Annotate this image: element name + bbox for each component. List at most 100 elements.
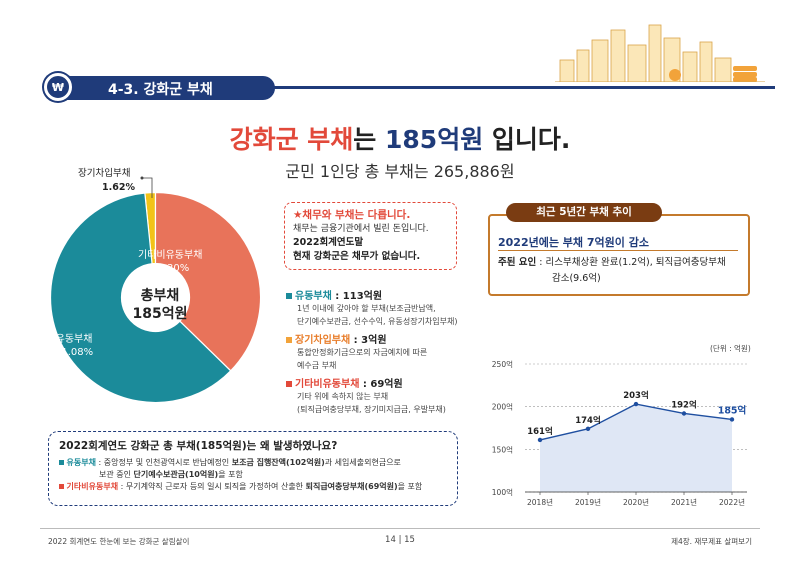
data-point: [633, 401, 639, 407]
area-fill: [540, 404, 732, 492]
won-coin-icon: ₩: [44, 73, 72, 101]
headline-ending: 입니다.: [483, 125, 571, 154]
debt-note-box: ★채무와 부채는 다릅니다. 채무는 금융기관에서 빌린 돈입니다. 2022회…: [284, 202, 457, 270]
debt-pie-chart: [49, 191, 262, 404]
why-debt-text: : 중앙정부 및 인천광역시로 반납예정인: [96, 458, 232, 467]
x-tick-label: 2020년: [623, 497, 649, 507]
legend-swatch: [286, 337, 292, 343]
pie-leader-line: [140, 176, 153, 198]
why-debt-key: 유동부채: [66, 458, 96, 467]
why-debt-emph: 단기예수보관금(10억원): [133, 470, 219, 479]
pie-label-current: 유동부채 61.08%: [55, 333, 93, 359]
legend-desc: 기타 위에 속하지 않는 부채: [297, 392, 389, 401]
why-debt-text: 을 포함: [218, 470, 243, 479]
legend-name: 기타비유동부채: [295, 379, 360, 390]
pie-label-other-noncurrent: 기타비유동부채 37.30%: [138, 249, 202, 275]
data-label: 203억: [623, 390, 649, 401]
footer-left: 2022 회계연도 한눈에 보는 강화군 살림살이: [48, 537, 190, 546]
headline-particle: 는: [353, 125, 386, 154]
pie-label-long-term: 장기차입부채 1.62%: [78, 167, 135, 195]
legend-swatch: [286, 381, 292, 387]
y-tick-label: 100억: [492, 488, 513, 497]
pie-label-name: 장기차입부채: [78, 168, 131, 179]
legend-name: 유동부채: [295, 291, 332, 302]
headline-amount: 185억원: [385, 125, 484, 154]
why-debt-text: 과 세입세출외현금으로: [324, 458, 401, 467]
trend-title-pill: 최근 5년간 부채 추이: [506, 203, 662, 222]
legend-swatch: [286, 293, 292, 299]
pie-label-pct: 37.30%: [151, 263, 190, 274]
y-tick-label: 150억: [492, 445, 513, 454]
why-debt-row-current-cont: 보관 중인 단기예수보관금(10억원)을 포함: [59, 469, 447, 481]
pie-center-title: 총부채: [140, 288, 180, 304]
trend-headline: 2022년에는 부채 7억원이 감소: [498, 236, 649, 249]
why-debt-question: 2022회계연도 강화군 총 부채(185억원)는 왜 발생하였나요?: [59, 440, 338, 452]
legend-desc: 단기예수보관금, 선수수익, 유동성장기차입부채): [297, 317, 458, 326]
footer-right: 제4장. 재무제표 살펴보기: [671, 537, 752, 546]
section-title: 4-3. 강화군 부채: [108, 82, 213, 98]
why-debt-emph: 보조금 집행잔액(102억원): [231, 458, 325, 467]
debt-note-line: 현재 강화군은 채무가 없습니다.: [293, 251, 421, 262]
page-headline: 강화군 부채는 185억원 입니다.: [0, 120, 800, 156]
data-point: [585, 426, 591, 432]
section-title-bar: [60, 76, 275, 100]
trend-reason-text: : 리스부채상환 완료(1.2억), 퇴직급여충당부채: [536, 257, 726, 268]
why-debt-box: 2022회계연도 강화군 총 부채(185억원)는 왜 발생하였나요? 유동부채…: [48, 431, 458, 506]
x-tick-label: 2019년: [575, 497, 601, 507]
page-numbers: 14 | 15: [385, 535, 415, 545]
why-debt-row-other: 기타비유동부채 : 무기계약직 근로자 등의 일시 퇴직을 가정하여 산출한 퇴…: [59, 481, 447, 493]
pie-label-pct: 1.62%: [102, 182, 135, 193]
why-debt-text: 보관 중인: [99, 470, 134, 479]
data-point: [537, 437, 543, 443]
pie-center-hole: [121, 263, 190, 332]
section-rule: [270, 86, 775, 89]
pie-label-name: 유동부채: [55, 334, 93, 345]
chart-unit-label: (단위 : 억원): [710, 344, 751, 353]
pie-label-pct: 61.08%: [55, 347, 94, 358]
why-debt-row-current: 유동부채 : 중앙정부 및 인천광역시로 반납예정인 보조금 집행잔액(102억…: [59, 457, 447, 469]
bullet-icon: [59, 484, 64, 489]
legend-long-term: 장기차입부채 : 3억원 통합안정화기금으로의 자금예치에 따른 예수금 부채: [286, 331, 427, 372]
footer-rule: [40, 528, 760, 529]
why-debt-emph: 퇴직급여충당부채(69억원): [305, 482, 398, 491]
legend-amount: : 3억원: [350, 335, 387, 346]
pie-label-name: 기타비유동부채: [138, 250, 203, 261]
legend-current: 유동부채 : 113억원 1년 이내에 갚아야 할 부채(보조금반납액, 단기예…: [286, 287, 458, 328]
debt-note-title: ★채무와 부채는 다릅니다.: [293, 209, 411, 221]
city-skyline-icon: [555, 24, 765, 82]
debt-trend-line-chart: 100억 150억 200억 250억 161억 2018년 174억 2019년 203억 20…: [492, 360, 747, 507]
data-label: 174억: [575, 415, 601, 426]
data-label: 192억: [671, 399, 697, 410]
data-label: 161억: [527, 426, 553, 437]
x-tick-label: 2018년: [527, 497, 553, 507]
legend-name: 장기차입부채: [295, 335, 351, 346]
headline-subject: 강화군 부채: [229, 125, 354, 154]
pie-center-value: 185억원: [132, 306, 188, 322]
trend-reason: 주된 요인 : 리스부채상환 완료(1.2억), 퇴직급여충당부채: [498, 254, 726, 268]
legend-desc: 1년 이내에 갚아야 할 부채(보조금반납액,: [297, 304, 436, 313]
x-tick-label: 2021년: [671, 497, 697, 507]
data-point: [681, 411, 687, 416]
y-tick-label: 250억: [492, 360, 513, 369]
y-tick-label: 200억: [492, 403, 513, 412]
legend-desc: 통합안정화기금으로의 자금예치에 따른: [297, 348, 428, 357]
legend-amount: : 113억원: [331, 291, 383, 302]
debt-note-line: 채무는 금융기관에서 빌린 돈입니다.: [293, 224, 429, 234]
trend-divider: [498, 250, 738, 251]
data-point: [729, 417, 735, 422]
why-debt-text: 을 포함: [397, 482, 423, 491]
legend-desc: (퇴직급여충당부채, 장기미지급금, 우발부채): [297, 405, 446, 414]
debt-note-line: 2022회계연도말: [293, 237, 364, 248]
legend-desc: 예수금 부채: [297, 361, 337, 370]
bullet-icon: [59, 460, 64, 465]
per-capita-subline: 군민 1인당 총 부채는 265,886원: [285, 162, 515, 181]
why-debt-key: 기타비유동부채: [66, 482, 119, 491]
legend-amount: : 69억원: [359, 379, 403, 390]
data-label: 185억: [718, 404, 747, 416]
legend-other-noncurrent: 기타비유동부채 : 69억원 기타 위에 속하지 않는 부채 (퇴직급여충당부채…: [286, 375, 446, 416]
why-debt-text: : 무기계약직 근로자 등의 일시 퇴직을 가정하여 산출한: [118, 482, 306, 491]
trend-reason-cont: 감소(9.6억): [552, 273, 601, 284]
x-tick-label: 2022년: [719, 497, 745, 507]
pie-center-label: 총부채 185억원: [110, 287, 210, 323]
trend-reason-key: 주된 요인: [498, 257, 537, 268]
